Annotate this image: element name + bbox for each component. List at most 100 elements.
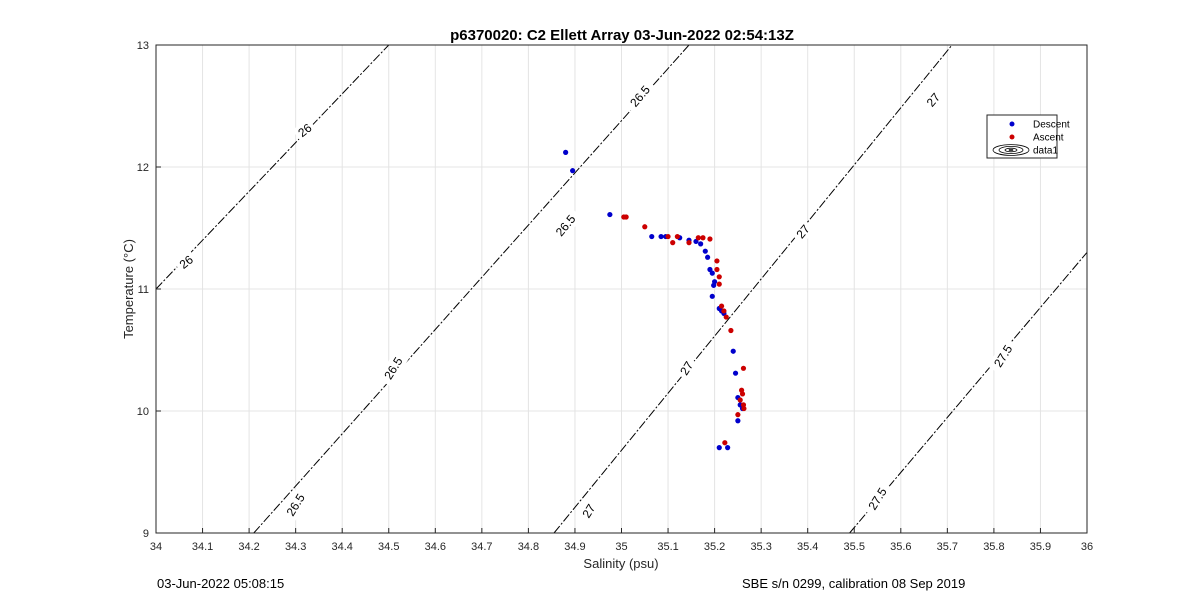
series-descent [563, 149, 746, 451]
descent-point [570, 168, 576, 174]
ascent-point [723, 314, 729, 320]
descent-point [607, 211, 613, 218]
descent-point [732, 370, 739, 376]
isopycnal-label: 27.5 [987, 337, 1020, 375]
legend-marker [1009, 134, 1015, 140]
legend-contour-ring [1008, 148, 1014, 151]
x-tick-label: 34.4 [331, 541, 352, 553]
x-tick-label: 35.1 [657, 541, 678, 553]
x-tick-label: 34.7 [471, 541, 492, 553]
isopycnal-label: 26.5 [279, 486, 312, 524]
legend-contour-icon [992, 144, 1030, 156]
ascent-point [700, 235, 706, 241]
ascent-point [718, 303, 725, 309]
isopycnal-label: 26.5 [623, 78, 658, 115]
isopycnal-label-bg [987, 337, 1020, 375]
ascent-point [741, 405, 747, 412]
x-tick-label: 34.1 [192, 541, 213, 553]
isopycnal-label-bg [920, 87, 946, 113]
ascent-point [728, 327, 734, 334]
y-tick-label: 13 [137, 40, 149, 52]
descent-point [725, 445, 731, 451]
isopycnal-label-bg [292, 117, 318, 143]
x-tick-label: 34 [150, 541, 162, 553]
timestamp-text: 03-Jun-2022 05:08:15 [157, 576, 285, 591]
isopycnal-label-bg [279, 486, 312, 524]
x-tick-label: 35.7 [937, 541, 958, 553]
isopycnal-label-bg [576, 498, 601, 524]
x-tick-label: 34.5 [378, 541, 399, 553]
x-tick-label: 35.2 [704, 541, 725, 553]
ascent-point [695, 235, 701, 241]
legend-marker [1009, 121, 1015, 127]
legend-contour-ring [992, 144, 1030, 156]
x-tick-label: 35.8 [983, 541, 1004, 553]
isopycnal-label-bg [861, 480, 894, 518]
ascent-point [721, 308, 727, 314]
grid-lines [156, 45, 1087, 533]
serial-calibration-text: SBE s/n 0299, calibration 08 Sep 2019 [742, 576, 966, 591]
series-ascent [621, 214, 747, 446]
isopycnal-line-26.5 [253, 44, 690, 534]
x-tick-label: 34.8 [518, 541, 539, 553]
legend: Descent Ascent data1 [986, 114, 1070, 159]
ascent-point [707, 236, 713, 242]
chart-title: p6370020: C2 Ellett Array 03-Jun-2022 02… [450, 27, 794, 44]
x-tick-label: 35.3 [750, 541, 771, 553]
x-tick-label: 36 [1081, 541, 1093, 553]
x-tick-label: 34.6 [425, 541, 446, 553]
ascent-point [665, 233, 671, 240]
legend-box [986, 114, 1058, 159]
isopycnal-label-bg [674, 355, 699, 382]
ascent-point [714, 266, 720, 273]
isopycnal-label-bg [377, 349, 410, 387]
ascent-point [740, 365, 747, 371]
ascent-point [642, 224, 648, 230]
isopycnal-label-bg [173, 249, 200, 275]
isopycnal-label: 26.5 [377, 349, 410, 387]
y-axis-ticks: 9 10 11 12 13 [137, 40, 161, 540]
x-tick-label: 35 [615, 541, 627, 553]
y-tick-label: 11 [138, 284, 149, 296]
legend-label: Descent [1033, 120, 1070, 131]
descent-point [730, 348, 736, 354]
isopycnal-labels: 26 26 26.5 26.5 26.5 26.5 27 27 27 27 27.5 27.5 [173, 78, 1020, 524]
isopycnal-line-26 [155, 44, 390, 290]
ascent-point [722, 440, 728, 446]
descent-point [705, 254, 711, 260]
ascent-point [735, 412, 741, 418]
isopycnal-label: 27.5 [861, 480, 894, 518]
ascent-point [716, 281, 722, 287]
descent-point [698, 241, 704, 247]
y-tick-label: 12 [137, 162, 149, 174]
descent-point [716, 445, 722, 451]
x-tick-label: 35.5 [844, 541, 865, 553]
x-axis-label: Salinity (psu) [583, 556, 658, 571]
ascent-point [716, 274, 722, 280]
descent-point [709, 293, 715, 299]
isopycnal-label-bg [623, 78, 658, 115]
isopycnal-label: 26.5 [548, 207, 583, 244]
ascent-point [670, 240, 676, 246]
x-tick-label: 34.2 [238, 541, 259, 553]
data-points [563, 149, 747, 451]
ascent-point [739, 391, 746, 397]
ascent-point [737, 397, 743, 403]
descent-point [563, 149, 569, 155]
x-tick-label: 34.9 [564, 541, 585, 553]
isopycnal-label: 27 [920, 87, 946, 113]
descent-point [709, 270, 715, 276]
ascent-point [686, 240, 692, 246]
ascent-point [623, 214, 629, 220]
descent-point [711, 282, 717, 288]
x-tick-label: 35.9 [1030, 541, 1051, 553]
legend-contour-ring [998, 145, 1024, 154]
y-tick-label: 10 [137, 406, 149, 418]
x-tick-label: 35.6 [890, 541, 911, 553]
descent-point [702, 248, 708, 254]
y-axis-label: Temperature (°C) [121, 239, 136, 339]
isopycnal-label: 27 [576, 498, 601, 524]
isopycnal-label-bg [548, 207, 583, 244]
y-tick-label: 9 [143, 528, 149, 540]
isopycnal-label: 27 [674, 355, 699, 382]
